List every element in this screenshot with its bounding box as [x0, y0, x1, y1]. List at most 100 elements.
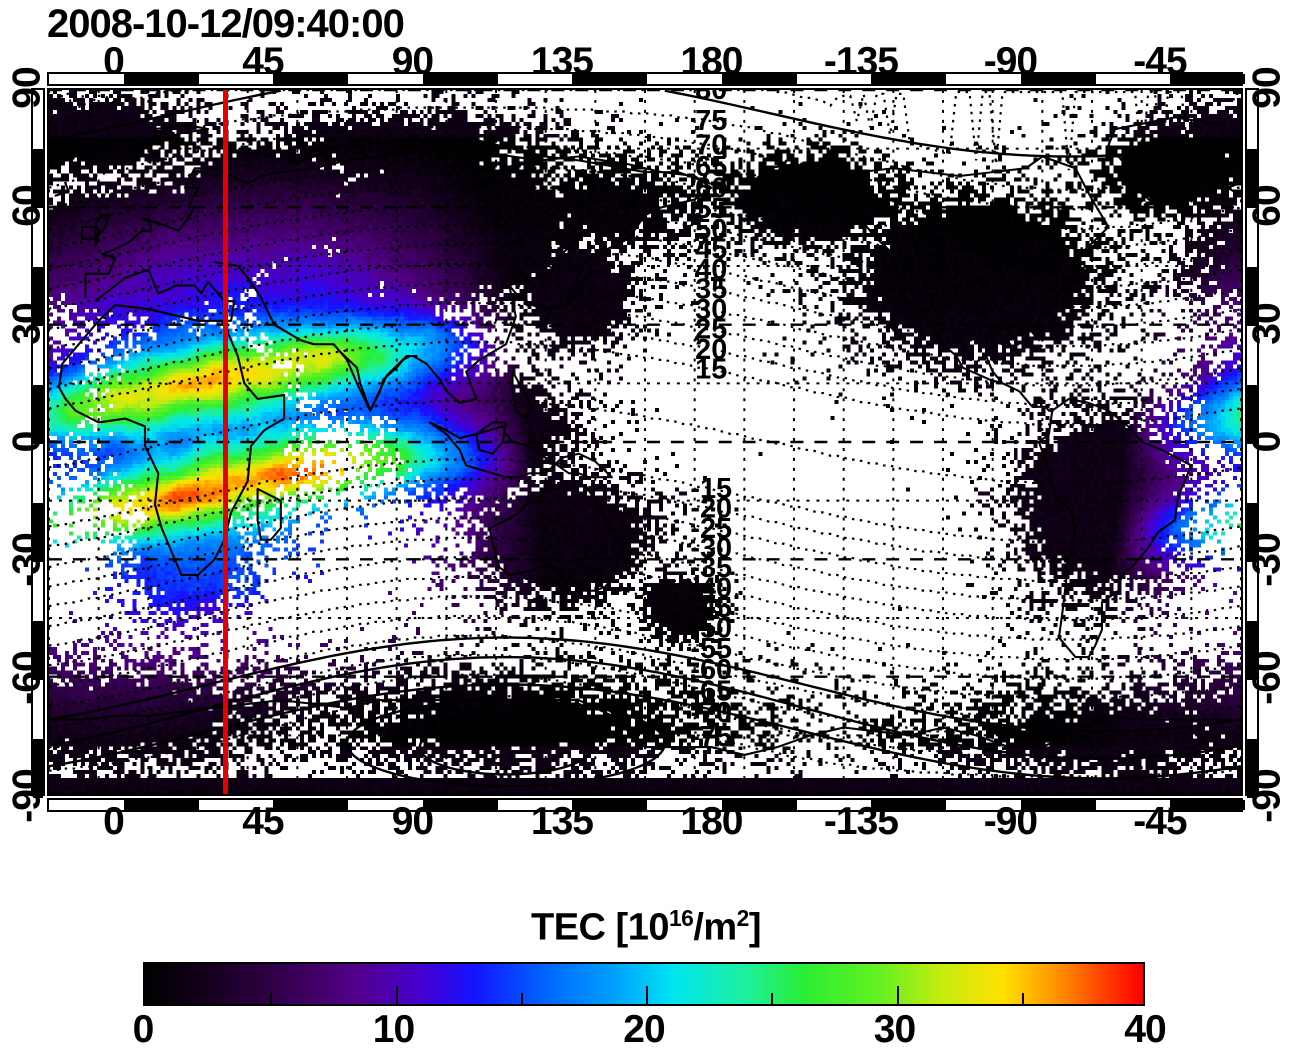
tickbar-segment: [1170, 74, 1245, 84]
left-tick-2: 30: [5, 303, 49, 345]
colorbar-gradient: [145, 964, 1143, 1004]
map-plot-area[interactable]: 8075706560555045403530252015 -15-20-25-30…: [47, 88, 1243, 796]
coastline-path: [153, 124, 210, 142]
axis-tickbar-bottom: [47, 798, 1245, 812]
tickbar-segment: [33, 149, 43, 208]
magnetic-latitude-contours: [49, 90, 1241, 778]
maglat-label: 80: [695, 90, 727, 106]
bottom-tick-3: 135: [530, 800, 594, 843]
maglat-label: 30: [695, 294, 727, 326]
axis-tickbar-left: [31, 88, 45, 798]
right-tick-1: 60: [1245, 185, 1289, 227]
bottom-tick-2: 90: [391, 800, 434, 843]
right-tick-4: -30: [1245, 533, 1289, 587]
coastline-path: [749, 182, 1004, 385]
coastline-path: [256, 487, 282, 541]
coastline-path: [54, 182, 1239, 197]
maglat-label: -45: [690, 592, 732, 624]
colorbar[interactable]: [143, 962, 1145, 1006]
left-tick-5: -60: [5, 651, 49, 705]
maglat-label: 35: [695, 273, 727, 305]
tickbar-segment: [273, 800, 348, 810]
right-tick-2: 30: [1245, 303, 1289, 345]
bottom-tick-1: 45: [242, 800, 284, 843]
colorbar-tick-4: 40: [1124, 1008, 1166, 1051]
coastline-path: [1001, 257, 1054, 275]
tickbar-segment: [33, 385, 43, 444]
right-tick-5: -60: [1245, 651, 1289, 705]
bottom-tick-4: 180: [680, 800, 743, 843]
maglat-label: -70: [690, 697, 732, 729]
tickbar-segment: [572, 74, 647, 84]
colorbar-major-tick: [896, 986, 899, 1004]
map-vector-overlay: 8075706560555045403530252015 -15-20-25-30…: [49, 90, 1241, 794]
tickbar-segment: [871, 74, 946, 84]
maglat-label: 40: [695, 254, 727, 286]
bottom-tick-7: -45: [1133, 800, 1187, 843]
left-tick-0: 90: [5, 67, 49, 109]
coastline-path: [339, 350, 418, 412]
left-tick-4: -30: [5, 533, 49, 587]
maglat-label: -75: [690, 721, 732, 753]
tickbar-segment: [1247, 503, 1257, 562]
tickbar-segment: [1247, 385, 1257, 444]
bottom-tick-6: -90: [983, 800, 1038, 843]
maglat-label: -60: [690, 654, 732, 686]
left-tick-3: 0: [4, 431, 48, 453]
coastline-path: [49, 699, 1241, 756]
maglat-label: 20: [695, 334, 727, 366]
maglat-label: -55: [690, 633, 732, 665]
coastline-path: [445, 139, 713, 311]
maglat-label: -30: [690, 533, 732, 565]
tickbar-segment: [1247, 739, 1257, 798]
coastline-path: [488, 484, 623, 592]
tickbar-segment: [572, 800, 647, 810]
magnetic-latitude-labels: 8075706560555045403530252015 -15-20-25-30…: [690, 90, 732, 753]
colorbar-tick-1: 10: [372, 1008, 415, 1051]
maglat-label: 15: [695, 354, 727, 386]
tickbar-segment: [871, 800, 946, 810]
maglat-label: 75: [695, 105, 727, 137]
axis-tickbar-top: [47, 72, 1245, 86]
colorbar-major-tick: [646, 986, 648, 1004]
colorbar-major-tick: [395, 986, 398, 1004]
coastline-path: [84, 139, 713, 299]
colorbar-minor-tick: [771, 993, 774, 1004]
right-tick-0: 90: [1245, 67, 1289, 109]
coastline-path: [667, 577, 703, 623]
coastlines: [49, 116, 1241, 756]
coastline-path: [749, 155, 1110, 412]
right-tick-6: -90: [1245, 769, 1289, 823]
tickbar-segment: [33, 739, 43, 798]
tickbar-segment: [1020, 74, 1096, 84]
colorbar-minor-tick: [520, 993, 523, 1004]
colorbar-tick-3: 30: [873, 1008, 916, 1051]
tickbar-segment: [33, 503, 43, 562]
coastline-path: [57, 304, 286, 576]
maglat-label: 25: [695, 314, 727, 346]
bottom-tick-0: 0: [103, 800, 125, 843]
coastline-path: [1037, 397, 1193, 659]
tickbar-segment: [1247, 149, 1257, 208]
coastline-path: [94, 268, 236, 322]
maglat-label: 65: [695, 151, 727, 183]
red-meridian-line: [223, 90, 229, 794]
tickbar-segment: [1170, 800, 1245, 810]
colorbar-tick-0: 0: [132, 1008, 155, 1051]
tickbar-segment: [1020, 800, 1096, 810]
coastline-path: [94, 214, 110, 248]
tickbar-segment: [123, 800, 199, 810]
maglat-label: 60: [695, 173, 727, 205]
tickbar-segment: [1247, 267, 1257, 326]
maglat-label: 55: [695, 193, 727, 225]
coastline-path: [544, 268, 597, 322]
maglat-label: -50: [690, 613, 732, 645]
figure-title: 2008-10-12/09:40:00: [47, 2, 405, 46]
coastline-path: [1107, 116, 1226, 209]
maglat-label: 70: [695, 130, 727, 162]
bottom-tick-5: -135: [823, 800, 899, 843]
right-tick-3: 0: [1244, 431, 1288, 453]
axis-tickbar-right: [1245, 88, 1259, 798]
colorbar-minor-tick: [1021, 993, 1024, 1004]
